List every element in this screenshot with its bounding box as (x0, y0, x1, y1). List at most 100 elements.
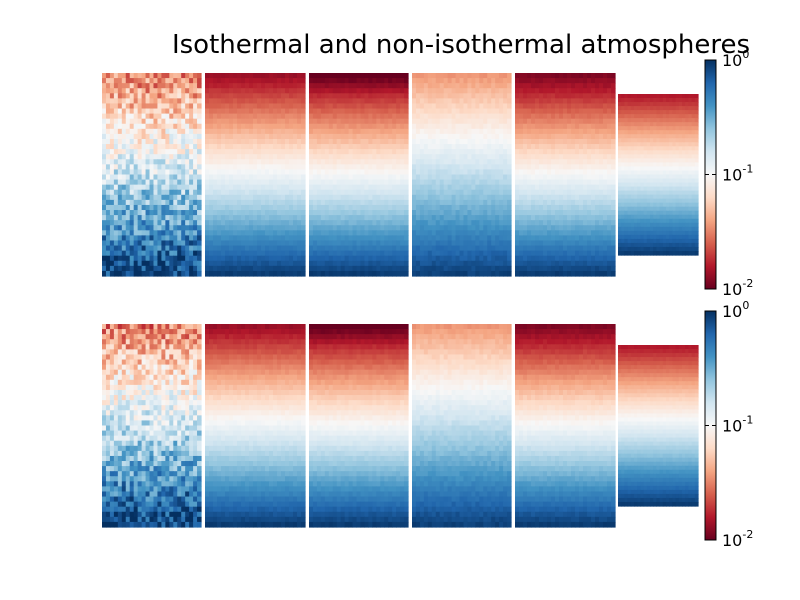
heatmap-cell (471, 245, 476, 252)
heatmap-cell (571, 220, 576, 226)
heatmap-cell (376, 159, 381, 165)
heatmap-cell (380, 144, 385, 150)
heatmap-cell (459, 260, 465, 267)
heatmap-cell (547, 138, 552, 145)
heatmap-cell (396, 144, 401, 150)
heatmap-cell (141, 98, 147, 105)
heatmap-cell (340, 164, 346, 171)
heatmap-cell (503, 169, 508, 176)
heatmap-cell (563, 225, 568, 231)
heatmap-cell (328, 164, 334, 171)
heatmap-cell (165, 204, 170, 211)
heatmap-cell (265, 133, 270, 140)
heatmap-cell (443, 149, 449, 155)
heatmap-cell (412, 220, 417, 226)
heatmap-cell (495, 215, 500, 221)
heatmap-cell (368, 240, 373, 247)
heatmap-cell (539, 204, 544, 211)
heatmap-cell (467, 118, 472, 125)
heatmap-cell (404, 235, 409, 242)
heatmap-cell (547, 194, 552, 201)
heatmap-cell (332, 204, 338, 211)
heatmap-cell (475, 179, 480, 186)
heatmap-cell (309, 118, 314, 125)
heatmap-cell (117, 133, 123, 140)
heatmap-cell (285, 240, 290, 247)
heatmap-cell (595, 133, 600, 140)
heatmap-cell (563, 174, 568, 181)
heatmap-cell (265, 194, 270, 201)
heatmap-cell (431, 133, 437, 140)
heatmap-cell (253, 128, 258, 135)
heatmap-cell (344, 199, 350, 206)
heatmap-cell (495, 128, 500, 135)
heatmap-cell (253, 154, 258, 160)
heatmap-cell (571, 240, 576, 247)
heatmap-cell (225, 169, 230, 176)
heatmap-cell (388, 220, 393, 226)
heatmap-cell (348, 225, 354, 231)
heatmap-cell (105, 164, 111, 171)
heatmap-cell (543, 179, 548, 186)
heatmap-cell (197, 179, 202, 186)
heatmap-cell (328, 210, 334, 216)
heatmap-cell (555, 123, 560, 130)
heatmap-cell (102, 154, 107, 160)
heatmap-cell (297, 118, 302, 125)
heatmap-cell (157, 128, 162, 135)
heatmap-cell (289, 235, 294, 242)
heatmap-cell (396, 113, 401, 120)
heatmap-cell (364, 73, 369, 79)
heatmap-cell (483, 144, 488, 150)
heatmap-cell (539, 235, 544, 242)
heatmap-cell (451, 108, 457, 115)
heatmap-cell (245, 174, 250, 181)
heatmap-cell (567, 123, 572, 130)
heatmap-cell (423, 159, 429, 165)
heatmap-cell (173, 215, 178, 221)
heatmap-cell (133, 265, 139, 272)
heatmap-cell (185, 220, 190, 226)
heatmap-cell (571, 73, 576, 79)
heatmap-cell (575, 144, 580, 150)
heatmap-cell (269, 88, 274, 94)
heatmap-cell (285, 98, 290, 105)
heatmap-cell (249, 154, 254, 160)
heatmap-cell (555, 73, 560, 79)
heatmap-cell (213, 265, 218, 272)
heatmap-cell (261, 255, 266, 262)
heatmap-cell (459, 210, 465, 216)
heatmap-cell (117, 204, 123, 211)
heatmap-cell (189, 220, 194, 226)
heatmap-cell (595, 123, 600, 130)
heatmap-cell (376, 108, 381, 115)
heatmap-cell (372, 230, 377, 236)
heatmap-cell (336, 215, 342, 221)
heatmap-cell (396, 103, 401, 110)
heatmap-cell (117, 199, 123, 206)
heatmap-cell (133, 174, 139, 181)
heatmap-cell (189, 169, 194, 176)
heatmap-cell (289, 174, 294, 181)
heatmap-cell (157, 260, 162, 267)
heatmap-cell (435, 159, 441, 165)
heatmap-cell (499, 260, 504, 267)
heatmap-cell (384, 83, 389, 89)
heatmap-cell (412, 144, 417, 150)
heatmap-cell (419, 128, 425, 135)
heatmap-cell (419, 88, 425, 94)
heatmap-cell (197, 154, 202, 160)
heatmap-cell (559, 270, 564, 277)
heatmap-cell (261, 128, 266, 135)
heatmap-panel-1-2 (205, 73, 306, 277)
heatmap-cell (543, 220, 548, 226)
heatmap-cell (575, 194, 580, 201)
heatmap-panel-1-1 (102, 73, 202, 277)
heatmap-cell (483, 194, 488, 201)
heatmap-cell (431, 240, 437, 247)
heatmap-cell (352, 133, 358, 140)
heatmap-cell (309, 204, 314, 211)
heatmap-cell (547, 93, 552, 99)
heatmap-cell (344, 215, 350, 221)
heatmap-cell (467, 103, 472, 110)
